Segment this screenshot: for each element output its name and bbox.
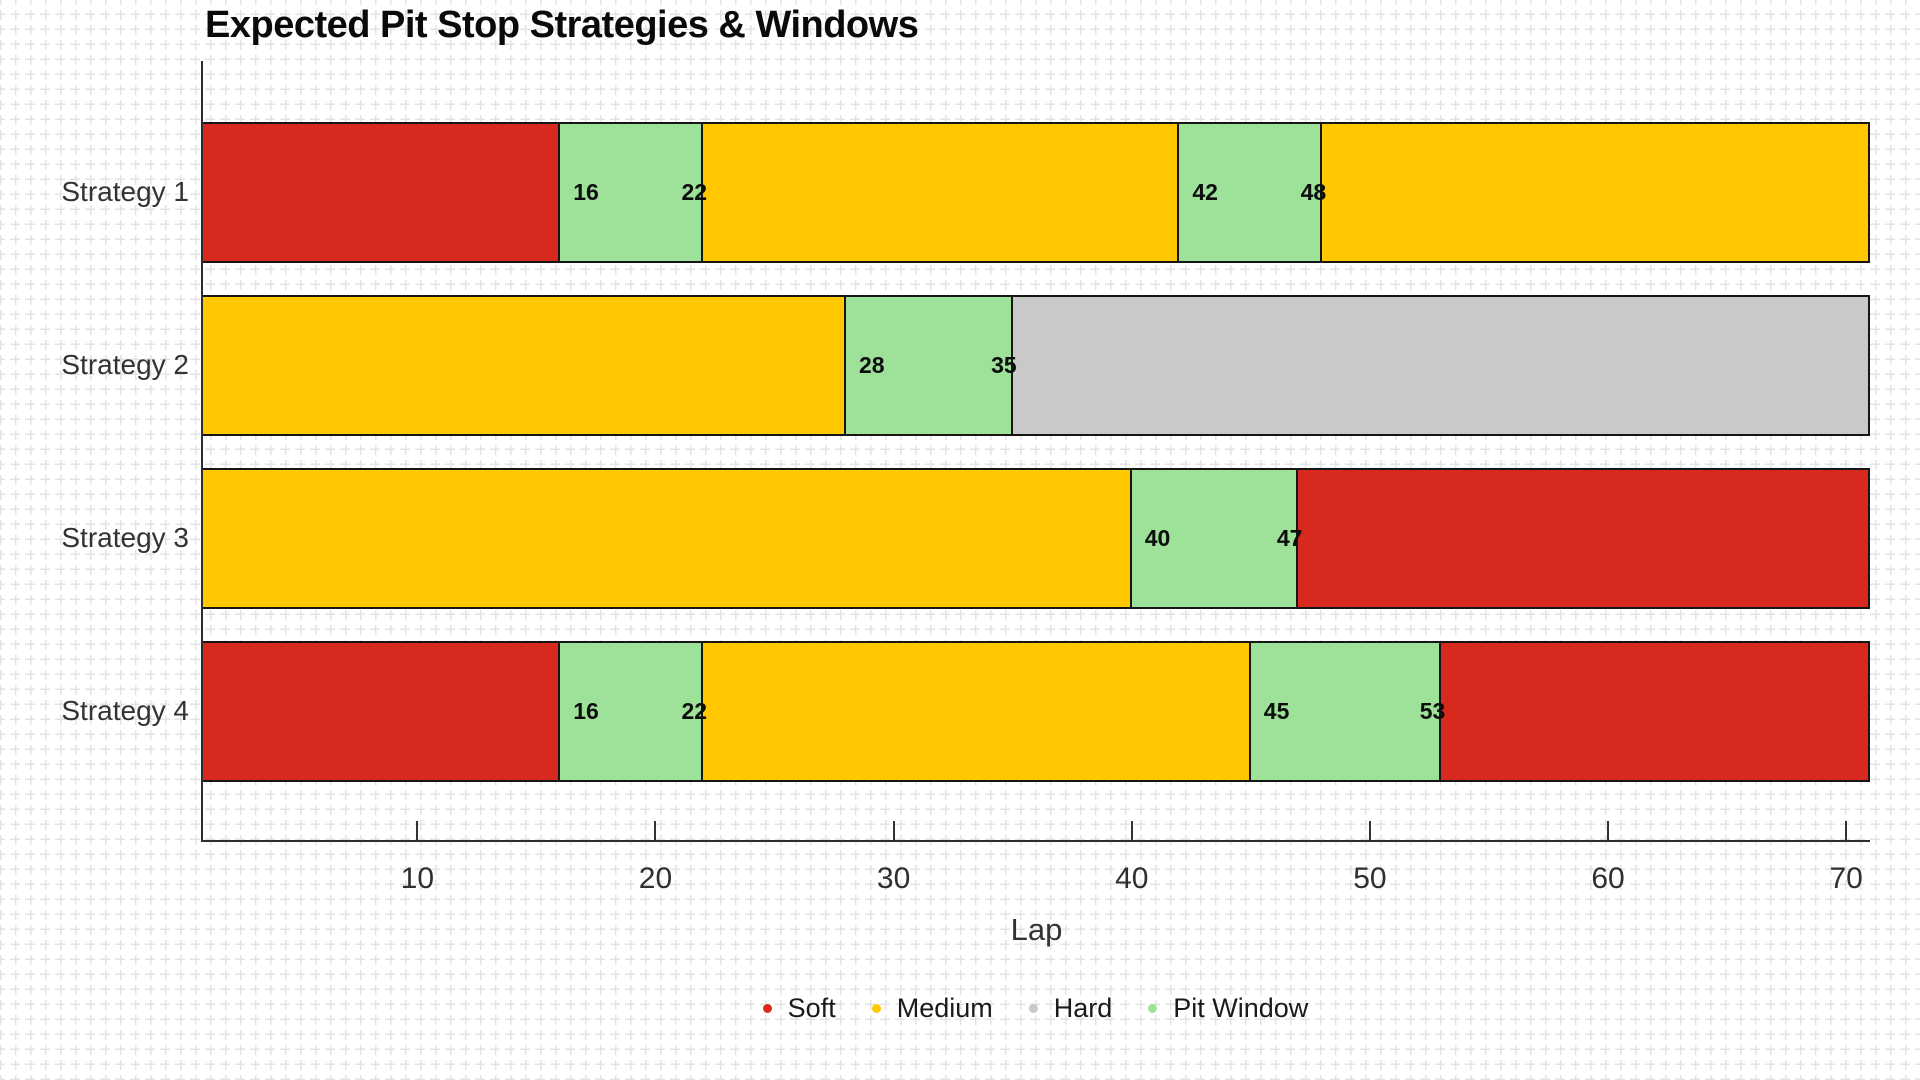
pit-window-segment[interactable]: 16 22 (560, 121, 707, 263)
window-end-label: 22 (681, 178, 708, 205)
stint-segment-medium[interactable] (703, 121, 1180, 263)
chart-title: Expected Pit Stop Strategies & Windows (205, 4, 919, 46)
window-end-label: 47 (1276, 524, 1303, 551)
window-start-label: 42 (1192, 178, 1218, 205)
window-start-label: 40 (1144, 524, 1171, 551)
pit-window-segment[interactable]: 28 35 (845, 294, 1017, 436)
bar-row: Strategy 4 16 22 45 53 (61, 640, 1870, 782)
legend-label: Pit Window (1173, 993, 1309, 1023)
pit-window-segment[interactable]: 45 53 (1250, 640, 1445, 782)
x-tick (1607, 821, 1610, 840)
stint-segment-hard[interactable] (1012, 294, 1870, 436)
legend-marker-icon (762, 1004, 772, 1013)
stint-segment-soft[interactable] (203, 121, 561, 263)
x-tick (1130, 821, 1133, 840)
stint-segment-medium[interactable] (1322, 121, 1870, 263)
window-start-label: 28 (858, 351, 885, 378)
legend-item-medium[interactable]: Medium (871, 993, 993, 1024)
legend-label: Soft (787, 993, 836, 1023)
x-tick-label: 20 (638, 862, 673, 895)
x-tick-label: 10 (400, 862, 435, 895)
legend-marker-icon (871, 1004, 881, 1013)
legend-marker-icon (1148, 1004, 1158, 1013)
stint-segment-medium[interactable] (703, 640, 1251, 782)
x-tick (1368, 821, 1371, 840)
legend-item-hard[interactable]: Hard (1028, 993, 1113, 1024)
pit-window-segment[interactable]: 42 48 (1179, 121, 1326, 263)
legend-label: Medium (896, 993, 993, 1023)
category-label: Strategy 1 (61, 176, 189, 207)
x-tick (416, 821, 419, 840)
x-tick-label: 50 (1353, 862, 1387, 895)
legend-label: Hard (1053, 993, 1113, 1023)
x-tick (892, 821, 895, 840)
x-tick-label: 70 (1829, 862, 1863, 895)
category-label: Strategy 2 (61, 349, 189, 381)
bar-row: Strategy 2 28 35 (61, 294, 1870, 436)
plot-area: Strategy 1 16 22 42 48 Strategy 2 28 35 Strategy… (61, 61, 1870, 947)
bar-row: Strategy 1 16 22 42 48 (61, 121, 1870, 263)
x-tick-label: 30 (876, 862, 911, 895)
stint-segment-medium[interactable] (203, 294, 846, 436)
stint-segment-soft[interactable] (1441, 640, 1870, 782)
window-end-label: 53 (1419, 697, 1446, 724)
stint-segment-soft[interactable] (1298, 467, 1870, 609)
x-tick (1845, 821, 1848, 840)
stint-segment-soft[interactable] (203, 640, 561, 782)
window-start-label: 16 (573, 697, 599, 724)
category-label: Strategy 3 (61, 522, 189, 554)
legend: Soft Medium Hard Pit Window (201, 993, 1870, 1024)
pit-window-segment[interactable]: 16 22 (560, 640, 707, 782)
legend-item-soft[interactable]: Soft (762, 993, 836, 1024)
x-tick-label: 60 (1591, 862, 1625, 895)
window-end-label: 22 (681, 697, 708, 724)
window-end-label: 35 (991, 351, 1017, 378)
x-tick-label: 40 (1115, 862, 1149, 895)
legend-item-pit-window[interactable]: Pit Window (1148, 993, 1308, 1024)
category-label: Strategy 4 (61, 695, 189, 727)
x-axis-title: Lap (1010, 912, 1063, 947)
legend-marker-icon (1028, 1004, 1038, 1013)
window-end-label: 48 (1300, 178, 1327, 205)
x-tick (654, 821, 657, 840)
window-start-label: 45 (1263, 697, 1290, 724)
bar-row: Strategy 3 40 47 (61, 467, 1870, 609)
pit-window-segment[interactable]: 40 47 (1131, 467, 1302, 609)
window-start-label: 16 (573, 178, 599, 205)
stint-segment-medium[interactable] (203, 467, 1132, 609)
